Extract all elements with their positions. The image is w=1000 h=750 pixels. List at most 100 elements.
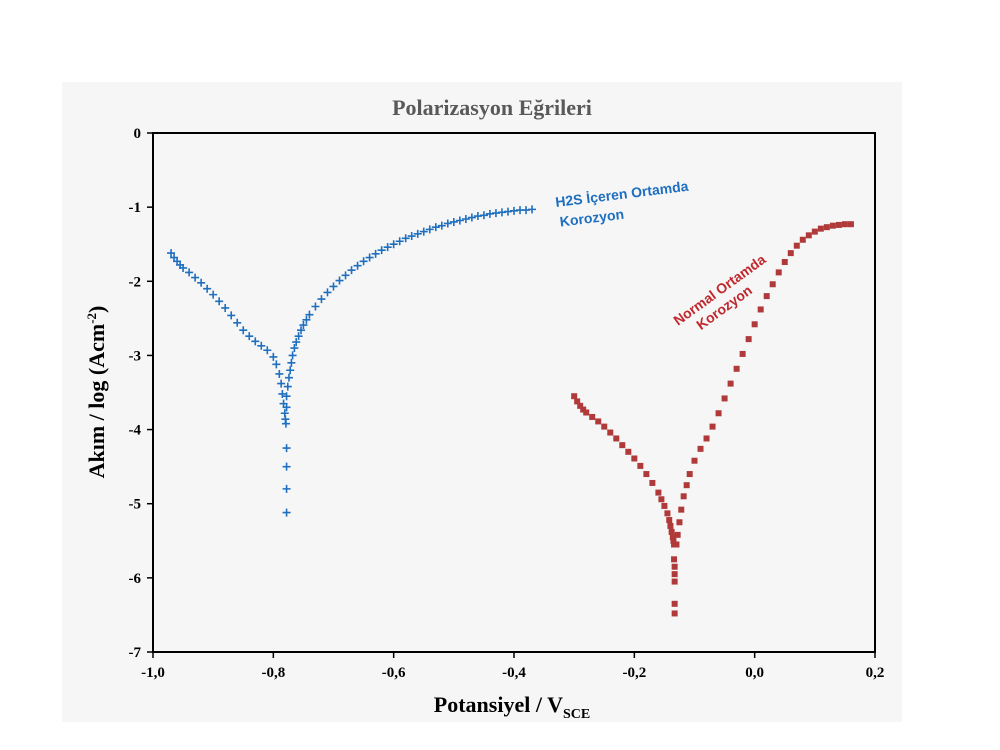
data-point	[721, 395, 728, 402]
data-point	[371, 249, 380, 258]
data-point	[407, 232, 416, 241]
data-point	[709, 423, 716, 430]
data-point	[805, 232, 812, 239]
data-point	[703, 435, 710, 442]
data-point	[678, 506, 685, 513]
data-point	[668, 528, 675, 535]
y-axis-label-main: Akım / log (Acm	[84, 324, 109, 479]
y-axis-ticks: 0 -1 -2 -3 -4 -5 -6 -7	[129, 126, 153, 661]
series-label-h2s: H2S İçeren Ortamda Korozyon	[554, 177, 695, 230]
data-point	[245, 332, 254, 341]
data-point	[227, 311, 236, 320]
data-point	[769, 281, 776, 288]
data-point	[793, 242, 800, 249]
data-point	[317, 295, 326, 304]
data-point	[233, 318, 242, 327]
data-point	[359, 257, 368, 266]
data-point	[739, 350, 746, 357]
data-point	[179, 263, 188, 272]
data-point	[461, 215, 470, 224]
data-point	[671, 571, 678, 578]
data-point	[292, 338, 301, 347]
data-point	[745, 336, 752, 343]
data-point	[670, 537, 677, 544]
data-point	[302, 315, 311, 324]
data-point	[763, 293, 770, 300]
data-point	[167, 249, 176, 258]
data-point	[775, 269, 782, 276]
data-point	[455, 216, 464, 225]
data-point	[676, 519, 683, 526]
data-point	[335, 276, 344, 285]
data-point	[671, 556, 678, 563]
data-point	[589, 413, 596, 420]
data-point	[286, 366, 295, 375]
data-point	[282, 392, 291, 401]
data-point	[294, 332, 303, 341]
y-axis-label: Akım / log (Acm-2)	[84, 306, 109, 479]
x-tick-label: -0,8	[261, 665, 285, 681]
data-point	[835, 221, 842, 228]
data-point	[649, 479, 656, 486]
data-point	[661, 502, 668, 509]
data-point	[811, 228, 818, 235]
data-point	[277, 379, 286, 388]
data-point	[571, 393, 578, 400]
data-point	[667, 522, 674, 529]
data-point	[263, 346, 272, 355]
data-point	[449, 217, 458, 226]
data-point	[680, 493, 687, 500]
data-point	[269, 352, 278, 361]
data-point	[425, 225, 434, 234]
data-point	[239, 326, 248, 335]
data-point	[203, 284, 212, 293]
data-point	[257, 341, 266, 350]
data-point	[282, 403, 291, 412]
data-point	[658, 496, 665, 503]
data-point	[799, 236, 806, 243]
data-point	[209, 290, 218, 299]
x-tick-label: -1,0	[141, 665, 165, 681]
data-point	[185, 268, 194, 277]
data-point	[479, 211, 488, 220]
data-point	[666, 517, 673, 524]
data-point	[671, 578, 678, 585]
data-point	[282, 508, 291, 517]
data-point	[299, 321, 308, 330]
x-axis-label-main: Potansiyel / V	[434, 692, 563, 717]
data-point	[365, 253, 374, 262]
y-axis-label-sup: -2	[84, 313, 99, 324]
data-point	[577, 402, 584, 409]
data-point	[686, 471, 693, 478]
data-point	[683, 482, 690, 489]
x-tick-label: -0,2	[622, 665, 646, 681]
y-tick-label: -5	[129, 497, 142, 513]
data-point	[583, 409, 590, 416]
chart-title: Polarizasyon Eğrileri	[392, 95, 592, 120]
data-point	[282, 484, 291, 493]
data-point	[580, 406, 587, 413]
data-point	[751, 321, 758, 328]
data-point	[674, 531, 681, 538]
data-point	[383, 243, 392, 252]
data-point	[191, 273, 200, 282]
x-axis-label: Potansiyel / VSCE	[434, 692, 590, 722]
data-point	[669, 534, 676, 541]
data-point	[353, 261, 362, 270]
data-point	[601, 423, 608, 430]
x-axis-ticks: -1,0 -0,8 -0,6 -0,4 -0,2 0,0 0,2	[141, 652, 884, 681]
y-tick-label: -3	[129, 348, 142, 364]
y-tick-label: -7	[129, 645, 142, 661]
data-point	[401, 234, 410, 243]
data-point	[528, 205, 537, 214]
data-point	[272, 360, 281, 369]
data-point	[625, 448, 632, 455]
data-point	[215, 297, 224, 306]
data-point	[619, 442, 626, 449]
data-point	[323, 288, 332, 297]
data-point	[281, 419, 290, 428]
data-point	[595, 418, 602, 425]
data-point	[823, 224, 830, 231]
data-point	[419, 227, 428, 236]
